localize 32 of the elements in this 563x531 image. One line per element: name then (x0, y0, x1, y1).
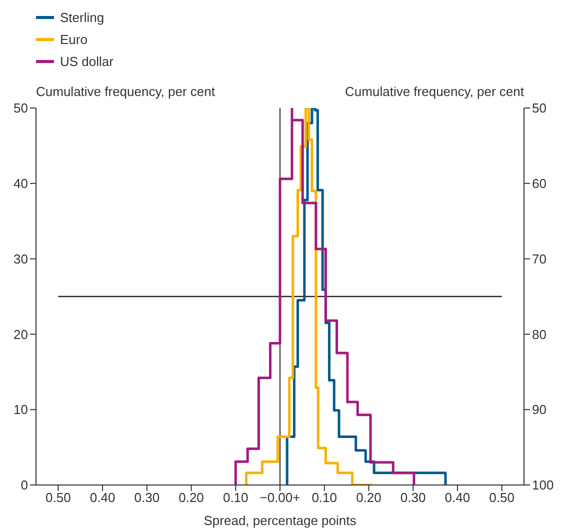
y2-tick-label: 50 (532, 100, 546, 116)
y2-tick-label: 100 (532, 478, 554, 493)
x-tick-label: 0.50 (489, 490, 514, 506)
y-tick-label: 10 (14, 402, 28, 418)
y2-tick-label: 60 (532, 176, 546, 192)
line-series (234, 108, 416, 485)
y2-tick-label: 80 (532, 326, 546, 342)
x-tick-label: 0.10 (312, 490, 338, 506)
x-tick-label: 0.20 (178, 490, 204, 506)
x-tick-label: 0.30 (134, 490, 160, 506)
x-tick-label: −0.00+ (260, 490, 300, 506)
x-tick-label: 0.30 (400, 490, 426, 506)
y2-tick-label: 90 (532, 402, 546, 418)
line-series (286, 108, 447, 485)
y-tick-label: 40 (14, 176, 28, 192)
y2-axis-title: Cumulative frequency, per cent (345, 84, 524, 99)
legend-label: US dollar (60, 54, 114, 68)
legend-label: Euro (60, 32, 88, 46)
x-tick-label: 0.10 (222, 490, 248, 506)
x-tick-label: 0.40 (444, 490, 470, 506)
line-series (245, 108, 374, 485)
y-tick-label: 50 (14, 100, 28, 116)
y2-tick-label: 70 (532, 251, 546, 266)
y-tick-label: 30 (14, 251, 28, 266)
x-tick-label: 0.50 (46, 490, 71, 506)
y-tick-label: 20 (14, 326, 28, 342)
x-tick-label: 0.40 (90, 490, 116, 506)
y-axis-title: Cumulative frequency, per cent (36, 84, 215, 99)
y-tick-label: 0 (20, 478, 28, 493)
x-tick-label: 0.20 (356, 490, 382, 506)
x-axis-title: Spread, percentage points (204, 513, 357, 528)
legend-label: Sterling (60, 10, 104, 24)
